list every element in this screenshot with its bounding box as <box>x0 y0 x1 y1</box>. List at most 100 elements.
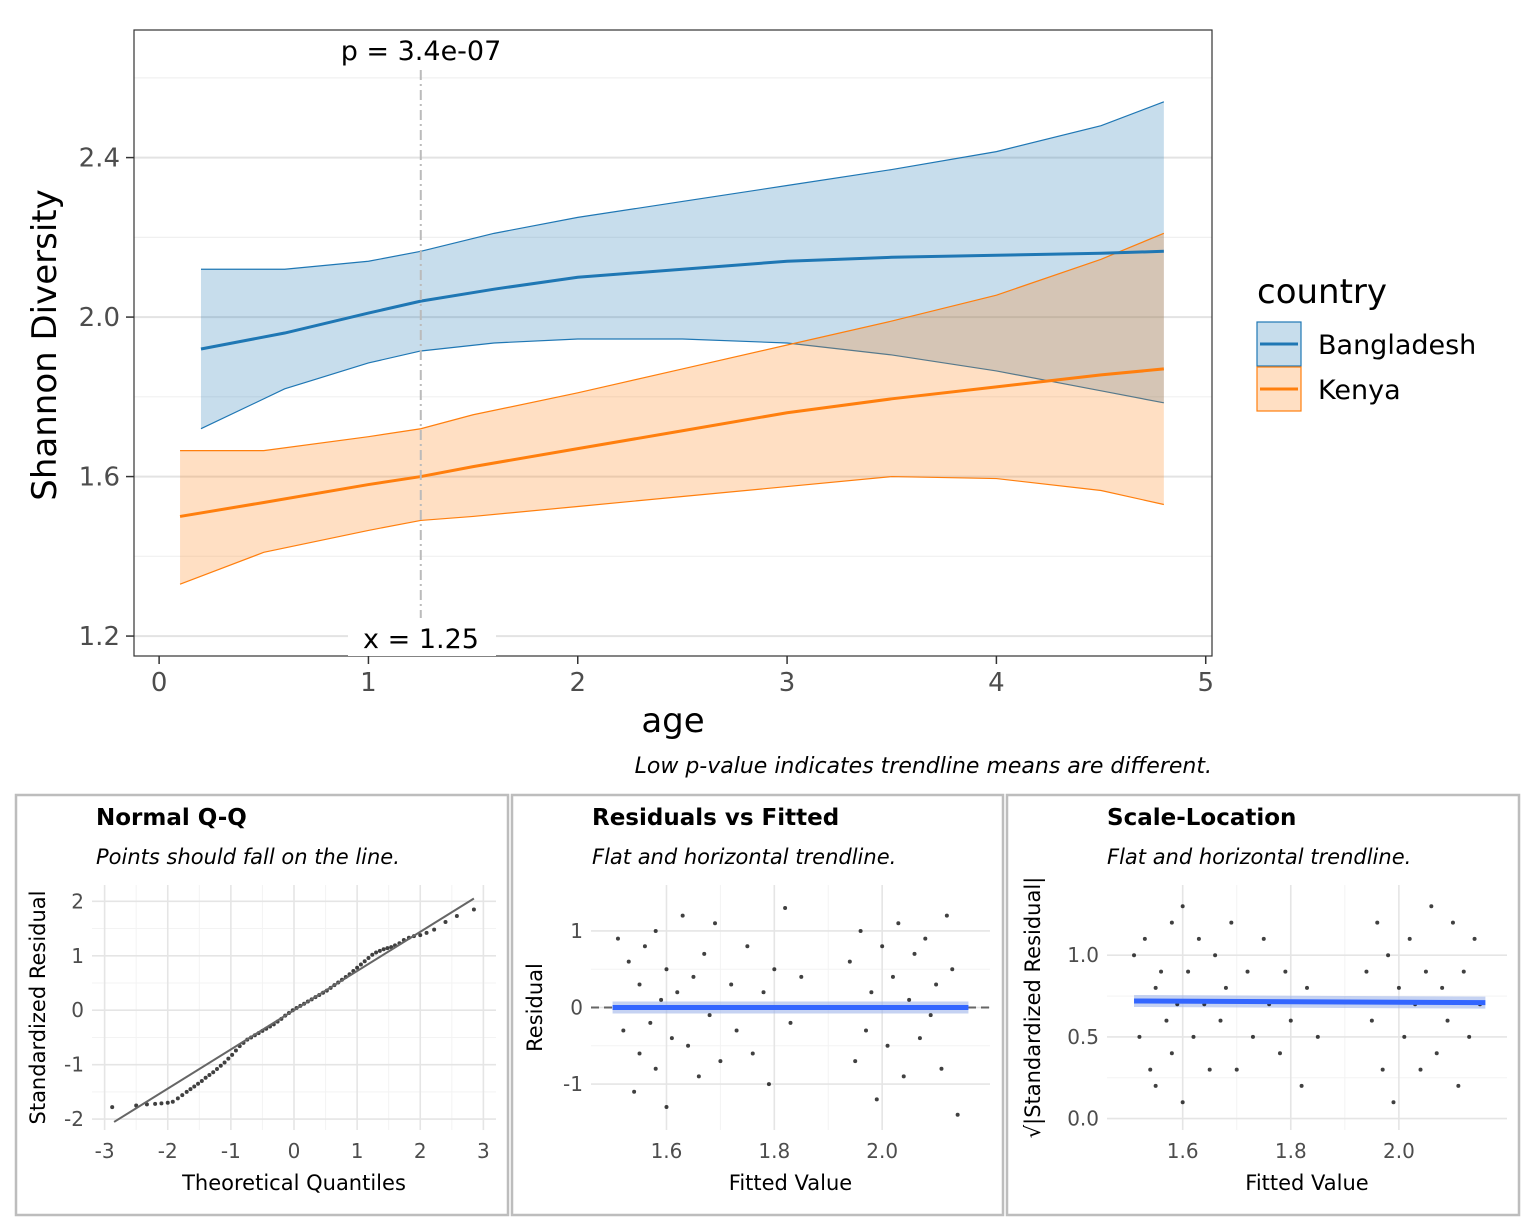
p-value-label: p = 3.4e-07 <box>341 36 502 67</box>
data-point <box>211 1070 216 1075</box>
qq-panel-frame <box>14 793 510 1217</box>
data-point <box>761 990 766 995</box>
data-point <box>1429 904 1434 909</box>
data-point <box>1229 920 1234 925</box>
data-point <box>653 928 658 933</box>
line-bangladesh <box>200 249 1164 351</box>
data-point <box>702 951 707 956</box>
rvf-title: Residuals vs Fitted <box>592 805 839 831</box>
sl-panel-frame <box>1005 793 1521 1217</box>
data-point <box>669 1036 674 1041</box>
data-point <box>184 1089 189 1094</box>
x-axis-ticks: 0 1 2 3 4 5 <box>151 656 1214 698</box>
x-tick-label: 3 <box>477 1139 490 1163</box>
data-point <box>1450 920 1455 925</box>
data-point <box>648 1020 653 1025</box>
data-point <box>621 1028 626 1033</box>
data-point <box>934 982 939 987</box>
data-point <box>188 1087 193 1092</box>
x-tick-label: 0 <box>288 1139 301 1163</box>
data-point <box>1472 936 1477 941</box>
caption: Low p-value indicates trendline means ar… <box>635 754 1212 779</box>
data-point <box>955 1112 960 1117</box>
data-point <box>214 1067 219 1072</box>
data-point <box>907 997 912 1002</box>
data-point <box>772 967 777 972</box>
data-point <box>799 974 804 979</box>
data-point <box>863 1028 868 1033</box>
y-tick-label: 0 <box>570 996 583 1020</box>
x-tick-label: 2.0 <box>866 1139 898 1163</box>
data-point <box>615 936 620 941</box>
data-point <box>664 967 669 972</box>
x-value-label: x = 1.25 <box>363 624 479 655</box>
data-point <box>170 1099 175 1104</box>
data-point <box>853 1059 858 1064</box>
data-point <box>890 974 895 979</box>
data-point <box>923 936 928 941</box>
data-point <box>1223 985 1228 990</box>
data-point <box>1218 1018 1223 1023</box>
data-point <box>153 1101 158 1106</box>
data-point <box>207 1073 212 1078</box>
data-point <box>1191 1034 1196 1039</box>
data-point <box>165 1100 170 1105</box>
y-tick-label: 0 <box>71 998 84 1022</box>
data-point <box>222 1060 227 1065</box>
x-axis-title: age <box>641 701 704 741</box>
y-tick-label: 0.5 <box>1067 1025 1099 1049</box>
data-point <box>691 974 696 979</box>
data-point <box>1461 969 1466 974</box>
data-point <box>233 1048 238 1053</box>
data-point <box>1180 904 1185 909</box>
y-tick-label: -2 <box>64 1107 84 1131</box>
sl-subtitle: Flat and horizontal trendline. <box>1107 845 1411 869</box>
x-tick-label: 1.8 <box>1275 1139 1307 1163</box>
data-point <box>110 1105 115 1110</box>
data-point <box>788 1020 793 1025</box>
data-point <box>912 951 917 956</box>
data-point <box>1148 1067 1153 1072</box>
legend-title: country <box>1257 272 1387 312</box>
data-point <box>1402 1034 1407 1039</box>
data-point <box>637 1051 642 1056</box>
x-axis-title: Fitted Value <box>1245 1171 1368 1195</box>
x-tick-label: 4 <box>988 668 1005 698</box>
y-tick-label: 1 <box>570 919 583 943</box>
data-point <box>443 920 448 925</box>
x-tick-label: 1 <box>351 1139 364 1163</box>
y-tick-label: 1 <box>71 944 84 968</box>
data-point <box>192 1084 197 1089</box>
data-point <box>1186 969 1191 974</box>
y-tick-label: 1.0 <box>1067 943 1099 967</box>
data-point <box>1386 953 1391 958</box>
data-point <box>1250 1034 1255 1039</box>
confidence-bands <box>179 101 1165 585</box>
y-tick-label: 1.6 <box>79 463 120 493</box>
data-point <box>1207 1067 1212 1072</box>
y-tick-label: -1 <box>64 1053 84 1077</box>
y-tick-label: 1.2 <box>79 622 120 652</box>
data-point <box>1315 1034 1320 1039</box>
data-point <box>1153 1083 1158 1088</box>
data-point <box>1391 1100 1396 1105</box>
data-point <box>1467 1034 1472 1039</box>
x-tick-label: 2 <box>414 1139 427 1163</box>
data-point <box>432 927 437 932</box>
data-point <box>1245 969 1250 974</box>
data-point <box>1396 985 1401 990</box>
data-point <box>1456 1083 1461 1088</box>
data-point <box>1196 936 1201 941</box>
y-tick-label: 2.0 <box>79 303 120 333</box>
data-point <box>1299 1083 1304 1088</box>
data-point <box>766 1082 771 1087</box>
data-point <box>355 965 360 970</box>
data-point <box>471 907 476 912</box>
data-point <box>159 1101 164 1106</box>
data-point <box>366 955 371 960</box>
x-tick-label: 0 <box>151 668 168 698</box>
data-point <box>175 1096 180 1101</box>
data-point <box>1137 1034 1142 1039</box>
y-tick-label: 0.0 <box>1067 1107 1099 1131</box>
qq-plot: -3 -2 -1 0 1 2 3 -2 -1 0 1 2 Theoretical Quantiles St… <box>26 885 496 1195</box>
